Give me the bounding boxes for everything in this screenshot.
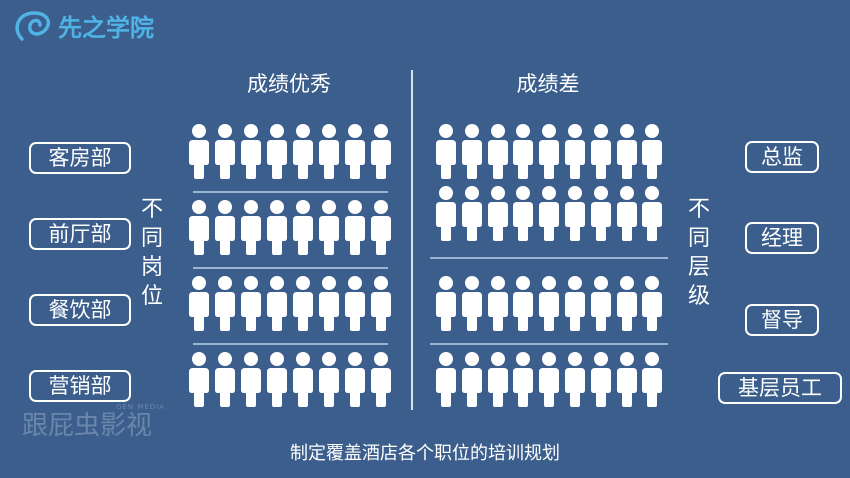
person-icon bbox=[265, 276, 289, 336]
person-icon bbox=[589, 276, 613, 336]
person-icon bbox=[265, 200, 289, 260]
person-icon bbox=[640, 186, 664, 246]
person-icon bbox=[537, 186, 561, 246]
row-divider bbox=[430, 343, 668, 345]
person-icon bbox=[486, 124, 510, 184]
row-divider bbox=[193, 343, 388, 345]
person-icon bbox=[615, 186, 639, 246]
person-icon bbox=[460, 352, 484, 412]
level-axis-label: 不同层级 bbox=[687, 197, 710, 309]
level-box: 总监 bbox=[745, 141, 819, 173]
person-icon bbox=[563, 124, 587, 184]
person-icon bbox=[434, 276, 458, 336]
person-icon bbox=[460, 276, 484, 336]
person-icon bbox=[317, 200, 341, 260]
person-icon bbox=[563, 276, 587, 336]
person-icon bbox=[511, 186, 535, 246]
person-icon bbox=[511, 124, 535, 184]
person-icon bbox=[369, 200, 393, 260]
person-icon bbox=[460, 186, 484, 246]
person-icon bbox=[511, 276, 535, 336]
person-icon bbox=[239, 276, 263, 336]
person-icon bbox=[589, 352, 613, 412]
person-icon bbox=[213, 352, 237, 412]
person-icon bbox=[615, 352, 639, 412]
row-divider bbox=[193, 191, 388, 193]
logo: 先之学院 bbox=[12, 8, 154, 43]
person-icon bbox=[213, 124, 237, 184]
person-icon bbox=[213, 276, 237, 336]
department-box: 餐饮部 bbox=[29, 294, 131, 326]
person-icon bbox=[486, 276, 510, 336]
person-icon bbox=[239, 200, 263, 260]
person-icon bbox=[291, 276, 315, 336]
person-icon bbox=[486, 186, 510, 246]
person-icon bbox=[537, 124, 561, 184]
person-icon bbox=[486, 352, 510, 412]
person-icon bbox=[369, 124, 393, 184]
person-icon bbox=[187, 276, 211, 336]
watermark-text: 跟屁虫影视 bbox=[22, 411, 153, 441]
person-icon bbox=[317, 124, 341, 184]
person-icon bbox=[640, 124, 664, 184]
person-icon bbox=[317, 352, 341, 412]
person-icon bbox=[511, 352, 535, 412]
center-divider bbox=[411, 70, 413, 410]
person-icon bbox=[343, 124, 367, 184]
header-bad: 成绩差 bbox=[516, 72, 580, 96]
watermark-sub: GEN MEDIA bbox=[116, 403, 166, 411]
row-divider bbox=[193, 267, 388, 269]
person-icon bbox=[589, 186, 613, 246]
person-icon bbox=[563, 186, 587, 246]
person-icon bbox=[434, 352, 458, 412]
person-icon bbox=[640, 352, 664, 412]
person-icon bbox=[343, 352, 367, 412]
person-icon bbox=[187, 124, 211, 184]
person-icon bbox=[291, 200, 315, 260]
person-icon bbox=[589, 124, 613, 184]
person-icon bbox=[213, 200, 237, 260]
person-icon bbox=[187, 352, 211, 412]
person-icon bbox=[434, 186, 458, 246]
level-box: 基层员工 bbox=[718, 372, 842, 404]
person-icon bbox=[537, 276, 561, 336]
person-icon bbox=[640, 276, 664, 336]
person-icon bbox=[537, 352, 561, 412]
person-icon bbox=[369, 276, 393, 336]
person-icon bbox=[291, 352, 315, 412]
level-box: 经理 bbox=[745, 222, 819, 254]
person-icon bbox=[317, 276, 341, 336]
logo-text: 先之学院 bbox=[58, 14, 154, 42]
person-icon bbox=[369, 352, 393, 412]
person-icon bbox=[343, 276, 367, 336]
person-icon bbox=[239, 124, 263, 184]
header-good: 成绩优秀 bbox=[247, 72, 331, 96]
person-icon bbox=[187, 200, 211, 260]
person-icon bbox=[615, 276, 639, 336]
swirl-logo-icon bbox=[15, 10, 51, 41]
department-box: 营销部 bbox=[29, 370, 131, 402]
person-icon bbox=[239, 352, 263, 412]
caption: 制定覆盖酒店各个职位的培训规划 bbox=[290, 443, 560, 464]
person-icon bbox=[291, 124, 315, 184]
department-box: 客房部 bbox=[29, 142, 131, 174]
person-icon bbox=[265, 352, 289, 412]
person-icon bbox=[615, 124, 639, 184]
person-icon bbox=[265, 124, 289, 184]
person-icon bbox=[563, 352, 587, 412]
department-axis-label: 不同岗位 bbox=[140, 197, 163, 309]
person-icon bbox=[434, 124, 458, 184]
watermark: GEN MEDIA 跟屁虫影视 bbox=[22, 403, 172, 441]
row-divider bbox=[430, 257, 668, 259]
department-box: 前厅部 bbox=[29, 218, 131, 250]
person-icon bbox=[343, 200, 367, 260]
person-icon bbox=[460, 124, 484, 184]
level-box: 督导 bbox=[745, 304, 819, 336]
